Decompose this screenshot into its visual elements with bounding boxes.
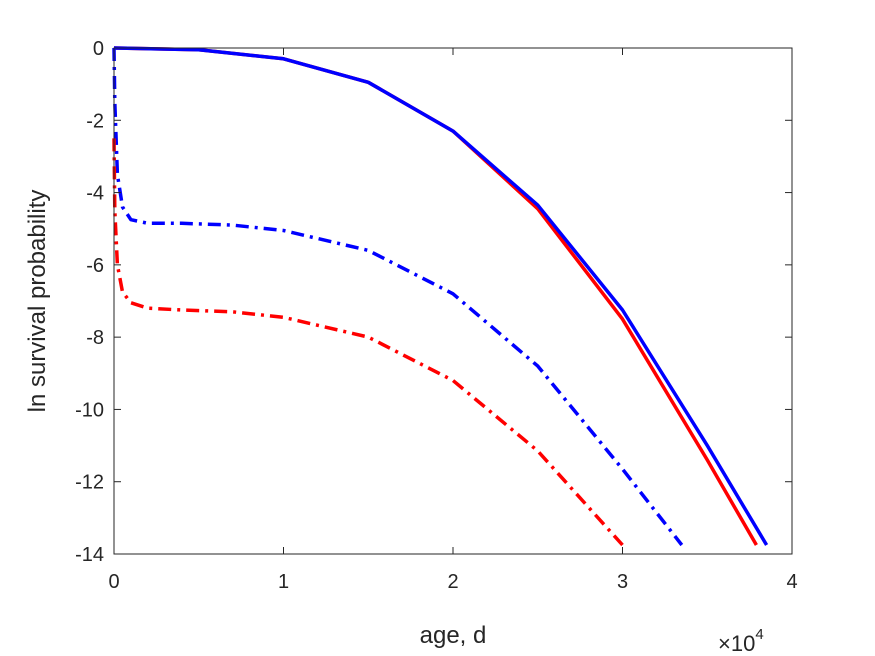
plot-area <box>114 48 792 554</box>
x-tick-label: 1 <box>278 571 289 593</box>
series-line-3 <box>112 47 684 547</box>
y-tick-label: -2 <box>86 110 104 132</box>
x-exponent-power: 4 <box>755 626 763 643</box>
x-tick-label: 2 <box>447 571 458 593</box>
y-axis-label: ln survival probability <box>24 190 51 413</box>
y-tick-label: -4 <box>86 183 104 205</box>
y-tick-label: -6 <box>86 255 104 277</box>
y-tick-label: -8 <box>86 327 104 349</box>
y-tick-label: -12 <box>75 472 104 494</box>
y-tick-label: -14 <box>75 544 104 566</box>
y-tick-label: 0 <box>93 38 104 60</box>
series-layer <box>112 46 769 547</box>
y-tick-label: -10 <box>75 399 104 421</box>
x-tick-label: 4 <box>786 571 797 593</box>
x-exponent-base: ×10 <box>718 631 755 656</box>
x-axis-label: age, d <box>420 622 487 649</box>
series-line-2 <box>113 46 769 546</box>
x-tick-label: 0 <box>108 571 119 593</box>
x-tick-label: 3 <box>617 571 628 593</box>
tick-marks <box>113 47 793 555</box>
x-exponent-label: ×104 <box>718 626 764 656</box>
tick-labels: 0 1 2 3 4 0 -2 -4 -6 -8 -10 -12 -14 <box>75 38 797 593</box>
